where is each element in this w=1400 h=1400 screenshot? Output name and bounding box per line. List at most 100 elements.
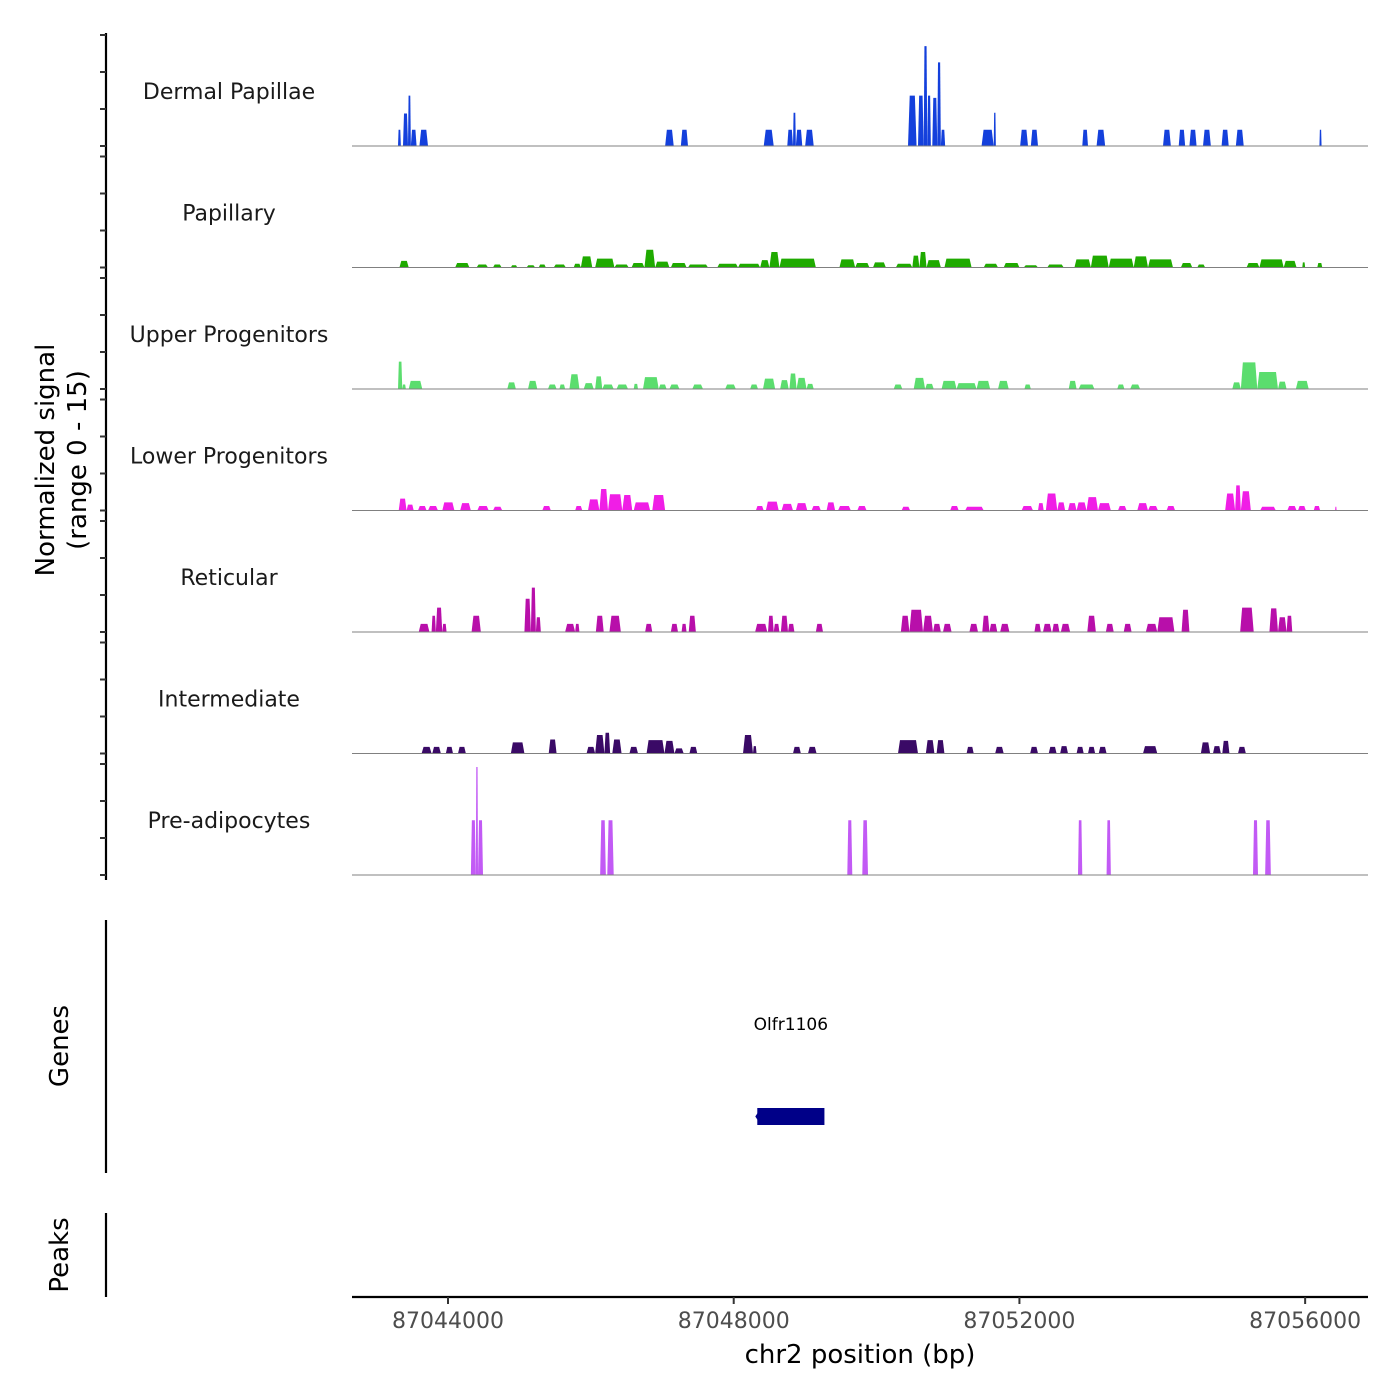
coverage-segment	[609, 615, 621, 632]
coverage-segment	[622, 494, 633, 511]
coverage-segment	[612, 739, 622, 754]
coverage-segment	[398, 498, 407, 511]
coverage-segment	[588, 499, 600, 511]
coverage-tracks: Dermal Papillae Papillary Upper Progenitor…	[130, 46, 1368, 876]
coverage-segment	[1143, 746, 1158, 754]
coverage-segment	[1189, 129, 1197, 146]
coverage-segment	[927, 95, 931, 146]
coverage-segment	[1060, 746, 1068, 754]
coverage-segment	[862, 820, 868, 875]
coverage-segment	[895, 263, 913, 268]
coverage-segment	[796, 377, 807, 389]
track-label: Upper Progenitors	[130, 323, 329, 348]
coverage-segment	[793, 112, 796, 146]
coverage-segment	[1246, 263, 1260, 268]
coverage-segment	[1283, 260, 1297, 268]
coverage-segment	[573, 263, 581, 268]
coverage-segment	[1240, 362, 1258, 389]
coverage-segment	[633, 383, 638, 389]
coverage-segment	[873, 262, 886, 268]
x-ticks: 87044000 87048000 87052000 87056000	[392, 1297, 1361, 1334]
track-label: Lower Progenitors	[130, 445, 328, 470]
coverage-segment	[998, 380, 1009, 389]
coverage-segment	[918, 95, 924, 146]
coverage-segment	[688, 615, 696, 632]
coverage-segment	[912, 255, 920, 268]
coverage-segment	[1034, 623, 1041, 632]
coverage-segment	[398, 129, 401, 146]
coverage-segment	[510, 742, 525, 754]
coverage-segment	[1052, 623, 1060, 632]
coverage-segment	[1287, 506, 1297, 511]
coverage-segment	[418, 506, 427, 511]
coverage-segment	[1090, 255, 1109, 268]
coverage-segment	[1078, 820, 1083, 875]
genes-track-label: Genes	[45, 1005, 75, 1087]
coverage-segment	[969, 623, 978, 632]
coverage-segment	[1021, 506, 1033, 511]
coverage-segment	[923, 615, 933, 632]
coverage-segment	[1163, 129, 1171, 146]
coverage-segment	[688, 264, 708, 268]
coverage-segment	[607, 820, 614, 875]
coverage-segment	[795, 129, 803, 146]
coverage-segment	[670, 623, 678, 632]
coverage-segment	[455, 263, 470, 268]
coverage-segment	[795, 503, 808, 511]
coverage-segment	[643, 377, 659, 389]
coverage-segment	[1043, 623, 1052, 632]
coverage-segment	[1302, 262, 1306, 268]
coverage-segment	[1123, 623, 1132, 632]
coverage-segment	[493, 506, 503, 511]
coverage-segment	[1074, 259, 1091, 268]
coverage-segment	[717, 263, 738, 268]
coverage-segment	[604, 732, 611, 754]
track-label: Pre-adipocytes	[148, 809, 311, 834]
x-tick-label: 87052000	[963, 1309, 1075, 1334]
coverage-segment	[530, 587, 536, 632]
coverage-segment	[936, 740, 945, 754]
coverage-segment	[847, 820, 853, 875]
coverage-segment	[1030, 746, 1038, 754]
coverage-segment	[1148, 506, 1158, 511]
coverage-segment	[406, 504, 414, 511]
coverage-segment	[680, 129, 688, 146]
coverage-segment	[1181, 609, 1190, 632]
coverage-segment	[1319, 129, 1322, 146]
coverage-segment	[1240, 607, 1254, 632]
coverage-segment	[1200, 742, 1211, 754]
coverage-segment	[1098, 746, 1107, 754]
coverage-segment	[510, 265, 518, 268]
coverage-segment	[670, 263, 687, 268]
x-tick-label: 87048000	[678, 1309, 790, 1334]
coverage-segment	[1000, 623, 1010, 632]
coverage-segment	[669, 384, 680, 389]
coverage-segment	[982, 615, 990, 632]
coverage-segment	[900, 615, 910, 632]
coverage-segment	[575, 623, 580, 632]
coverage-segment	[993, 112, 996, 146]
coverage-segment	[1060, 623, 1071, 632]
coverage-segment	[981, 129, 994, 146]
coverage-segment	[586, 746, 596, 754]
coverage-segment	[933, 623, 941, 632]
coverage-segment	[855, 263, 870, 268]
coverage-segment	[940, 129, 946, 146]
x-tick-label: 87044000	[392, 1309, 504, 1334]
coverage-segment	[1317, 263, 1323, 268]
coverage-segment	[941, 380, 957, 389]
coverage-segment	[1253, 820, 1258, 875]
coverage-segment	[1087, 615, 1096, 632]
coverage-segment	[616, 384, 628, 389]
coverage-segment	[542, 506, 551, 511]
coverage-segment	[599, 489, 608, 511]
coverage-segment	[755, 623, 768, 632]
coverage-segment	[1221, 129, 1229, 146]
coverage-segment	[781, 503, 793, 511]
coverage-segment	[1086, 497, 1098, 511]
coverage-segment	[408, 380, 423, 389]
coverage-segment	[629, 746, 638, 754]
coverage-segment	[1238, 746, 1246, 754]
coverage-segment	[901, 506, 911, 511]
gene-body	[757, 1108, 825, 1125]
